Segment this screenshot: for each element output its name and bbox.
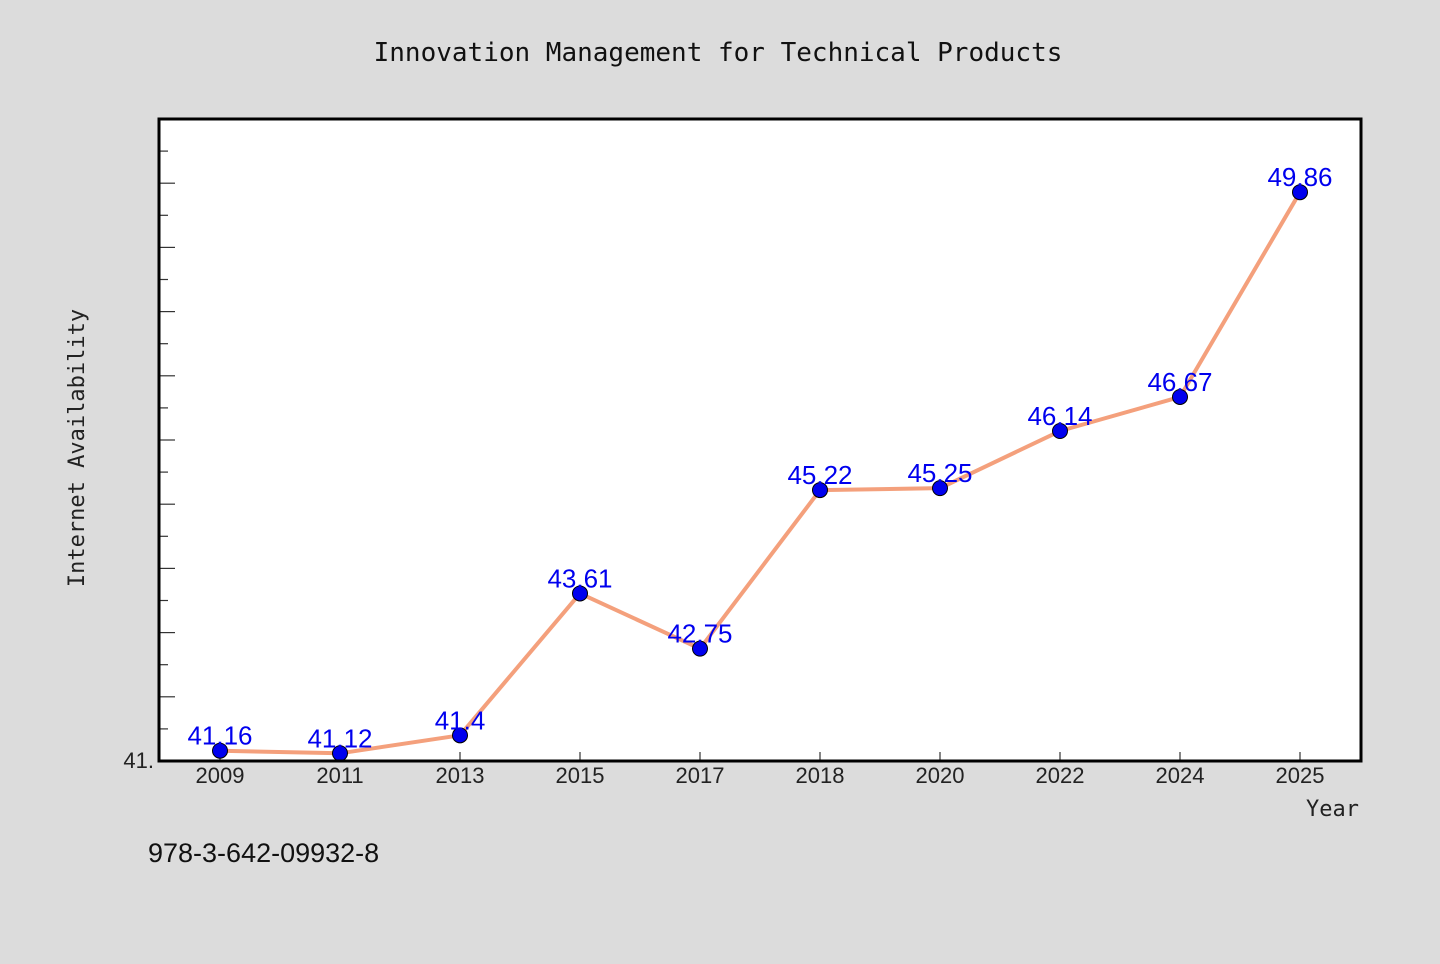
y-axis-label: Internet Availability [65, 309, 90, 587]
data-point [812, 482, 828, 499]
footer-text: 978-3-642-09932-8 [148, 838, 379, 868]
x-tick-label: 2025 [1276, 763, 1325, 788]
data-label: 45.22 [787, 460, 852, 490]
chart-title: Innovation Management for Technical Prod… [374, 38, 1063, 68]
series-group: 41.16 41.12 41.4 43.61 42.75 45.22 45.25 46.14 4… [187, 162, 1333, 762]
x-tick-label: 2018 [796, 763, 845, 788]
data-point [1292, 184, 1308, 201]
data-point [692, 640, 708, 657]
data-label: 42.75 [667, 619, 732, 649]
data-point [932, 480, 948, 497]
x-tick-label: 2022 [1036, 763, 1085, 788]
plot-area [159, 119, 1361, 761]
x-tick-label: 2020 [916, 763, 965, 788]
data-point [212, 742, 228, 759]
data-point [452, 727, 468, 744]
x-tick-label: 2009 [196, 763, 245, 788]
series-line [219, 191, 1302, 756]
data-point [572, 585, 588, 602]
data-label: 41.4 [435, 705, 486, 735]
data-label: 49.86 [1267, 162, 1332, 192]
x-tick-label: 2015 [556, 763, 605, 788]
data-label: 43.61 [547, 563, 612, 593]
data-label: 41.16 [187, 721, 252, 751]
data-point [1052, 423, 1068, 440]
x-tick-label: 2017 [676, 763, 725, 788]
plot-frame [157, 117, 1363, 763]
x-tick-label: 2013 [436, 763, 485, 788]
x-axis: 2009 2011 2013 2015 2017 2018 2020 2022 2024 2025 [196, 752, 1325, 788]
data-label: 41.12 [307, 723, 372, 753]
data-label: 46.67 [1147, 367, 1212, 397]
x-tick-label: 2024 [1156, 763, 1205, 788]
data-point [1172, 388, 1188, 405]
y-tick-label: 41. [123, 748, 154, 773]
x-axis-label: Year [1306, 797, 1359, 822]
data-label: 45.25 [907, 458, 972, 488]
x-tick-label: 2011 [316, 763, 363, 788]
data-label: 46.14 [1027, 401, 1092, 431]
